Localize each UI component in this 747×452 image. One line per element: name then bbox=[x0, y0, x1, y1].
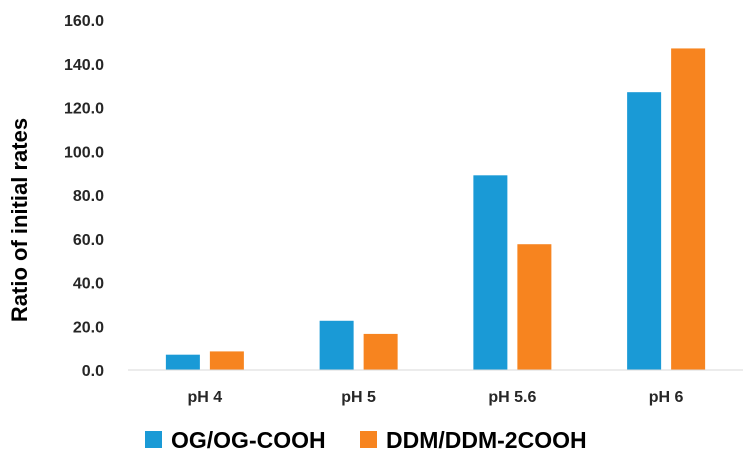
y-tick-label: 40.0 bbox=[73, 276, 104, 293]
y-tick-label: 120.0 bbox=[64, 101, 104, 118]
bar-ddm-ph6 bbox=[671, 48, 706, 370]
legend-swatch bbox=[145, 431, 162, 448]
bars bbox=[165, 48, 706, 370]
bar-ddm-ph5-6 bbox=[517, 244, 552, 370]
legend-label: DDM/DDM-2COOH bbox=[386, 427, 587, 452]
x-category-label: pH 5 bbox=[341, 389, 376, 406]
y-axis-title: Ratio of initial rates bbox=[7, 118, 32, 322]
x-category-label: pH 6 bbox=[649, 389, 684, 406]
bar-og-ph5 bbox=[319, 320, 354, 370]
x-category-label: pH 5.6 bbox=[488, 389, 536, 406]
y-tick-label: 60.0 bbox=[73, 232, 104, 249]
x-category-label: pH 4 bbox=[188, 389, 223, 406]
bar-ddm-ph5 bbox=[363, 333, 398, 370]
legend-label: OG/OG-COOH bbox=[171, 427, 326, 452]
bar-ddm-ph4 bbox=[209, 351, 244, 370]
y-tick-label: 80.0 bbox=[73, 188, 104, 205]
y-tick-label: 140.0 bbox=[64, 57, 104, 74]
legend: OG/OG-COOH DDM/DDM-2COOH bbox=[145, 427, 587, 452]
bar-og-ph4 bbox=[165, 354, 200, 370]
y-tick-label: 160.0 bbox=[64, 13, 104, 30]
y-tick-label: 0.0 bbox=[82, 363, 104, 380]
bar-og-ph6 bbox=[627, 92, 662, 370]
x-axis-labels: pH 4 pH 5 pH 5.6 pH 6 bbox=[188, 389, 684, 406]
bar-og-ph5-6 bbox=[473, 175, 508, 370]
legend-swatch bbox=[360, 431, 377, 448]
y-axis-ticks: 0.0 20.0 40.0 60.0 80.0 100.0 120.0 140.0 160.0 bbox=[64, 13, 104, 380]
y-tick-label: 20.0 bbox=[73, 319, 104, 336]
y-tick-label: 100.0 bbox=[64, 144, 104, 161]
